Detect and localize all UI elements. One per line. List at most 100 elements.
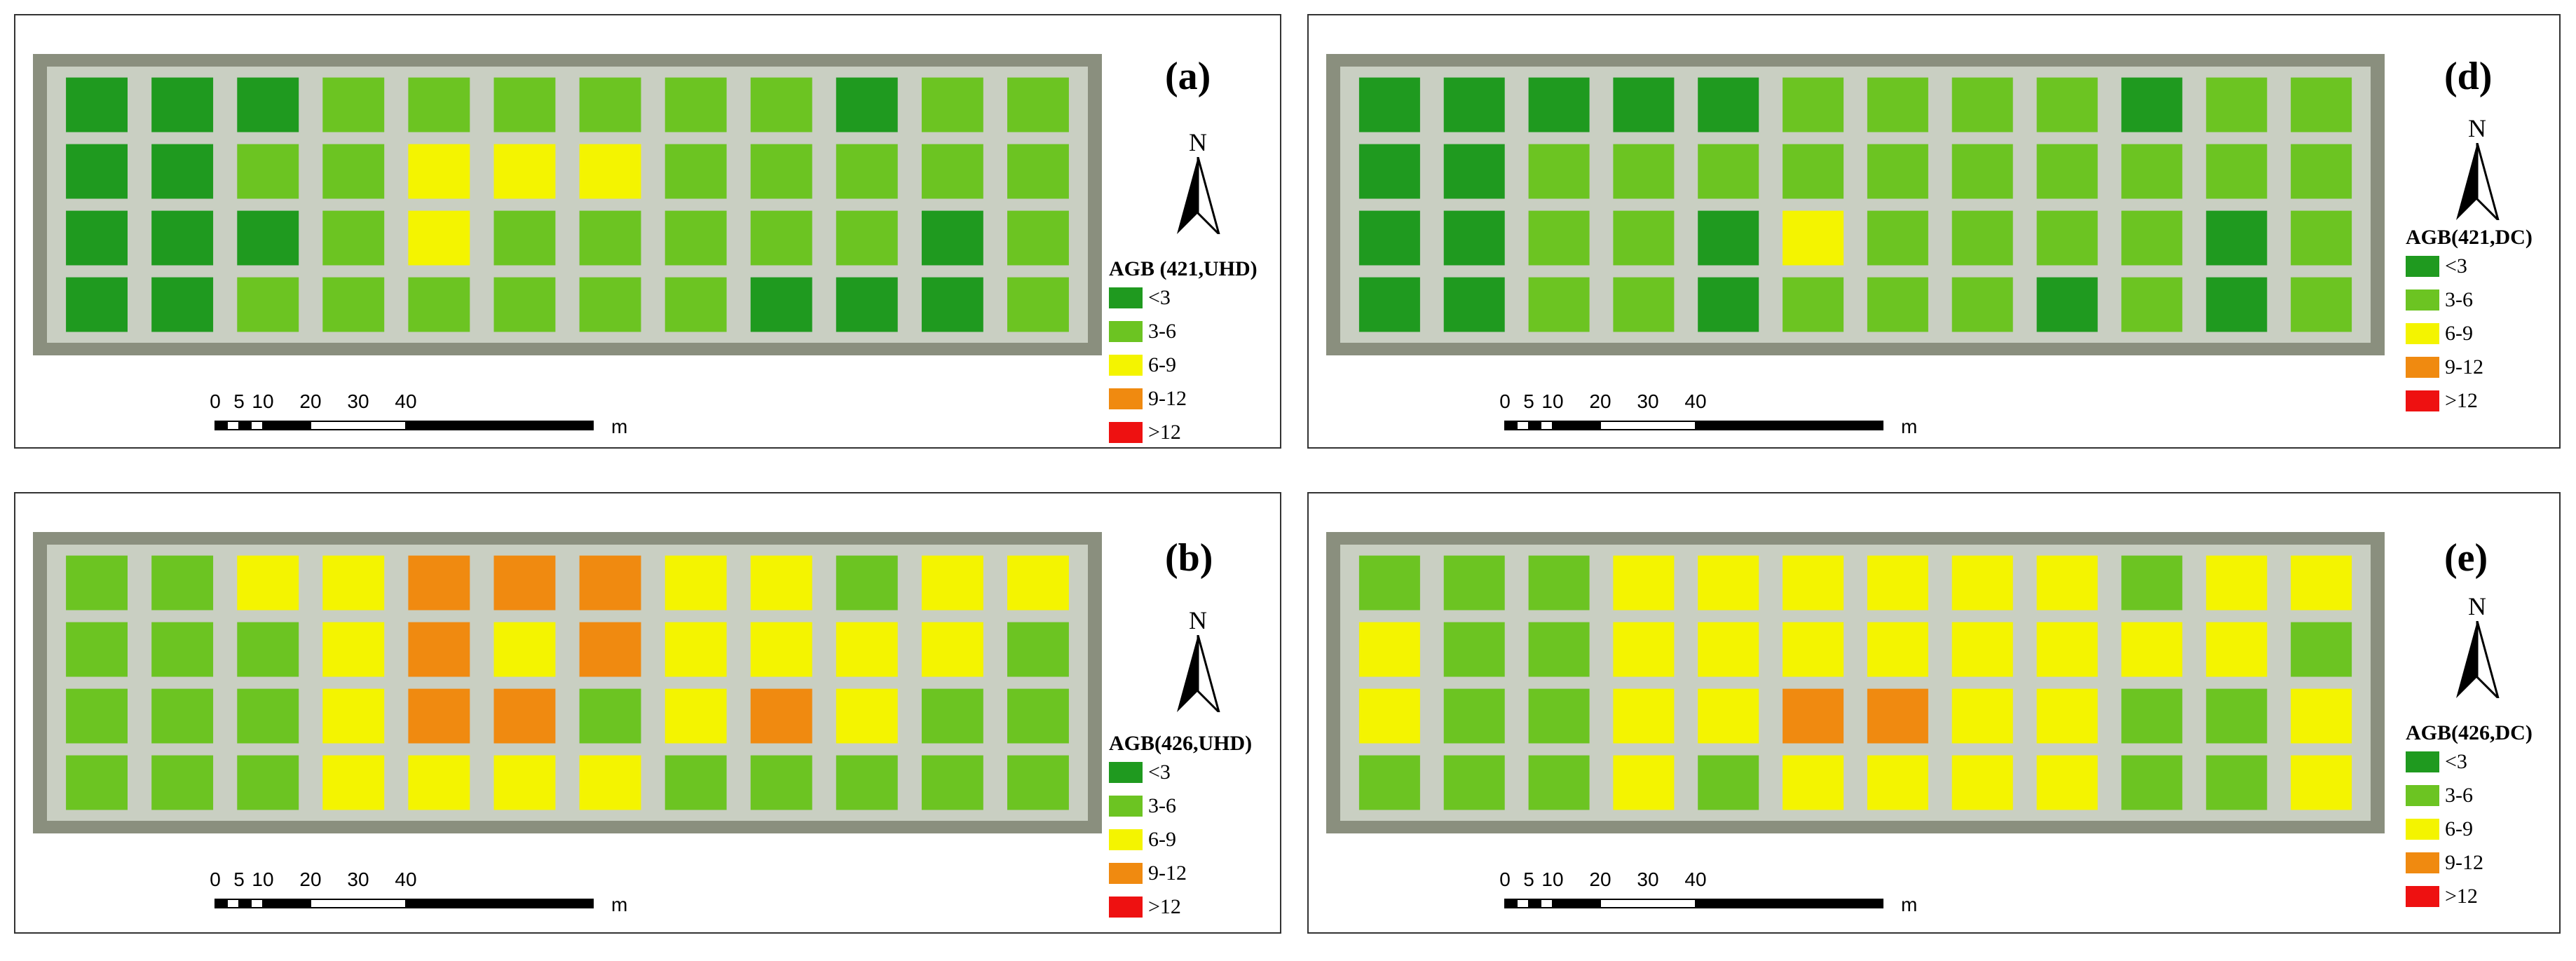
- scale-segment: [310, 421, 407, 430]
- scale-tick-label: 0: [210, 390, 221, 412]
- field-plot: [579, 277, 641, 332]
- field-plot: [408, 144, 470, 199]
- field-plot: [493, 144, 556, 199]
- scale-segment: [1695, 421, 1883, 430]
- legend-swatch: [2406, 256, 2439, 277]
- panel-label-b: (b): [1165, 536, 1213, 580]
- field-plot: [237, 277, 299, 332]
- field-plot: [750, 688, 812, 744]
- legend-label: <3: [2445, 750, 2467, 773]
- scale-segment: [214, 899, 228, 908]
- legend-e: AGB(426,DC) <3 3-6 6-9 9-12 >12: [2406, 721, 2533, 913]
- legend-swatch: [1109, 388, 1143, 409]
- field-plot: [2036, 755, 2098, 810]
- panel-label-a: (a): [1165, 55, 1211, 98]
- legend-label: 6-9: [1148, 353, 1176, 376]
- scale-segment: [226, 421, 240, 430]
- field-alleys: [47, 67, 1088, 343]
- scale-segment: [405, 899, 594, 908]
- legend-label: 3-6: [1148, 320, 1176, 343]
- north-arrow-icon: [1177, 635, 1220, 712]
- legend-swatch: [1109, 829, 1143, 850]
- field-plot: [1613, 688, 1675, 744]
- field-plot: [579, 622, 641, 677]
- scale-tick-label: 30: [1637, 390, 1659, 412]
- scale-bar-graphic: [1504, 421, 1883, 430]
- legend-title: AGB(421,DC): [2406, 226, 2533, 249]
- field-plot: [2121, 755, 2183, 810]
- legend-label: 3-6: [2445, 784, 2473, 807]
- field-plot: [2206, 210, 2268, 266]
- scale-tick-label: 40: [395, 390, 417, 412]
- field-plot: [2291, 210, 2352, 266]
- field-plot: [1783, 555, 1844, 611]
- panel-d: (d) N AGB(421,DC) <3 3-6 6-9 9-12 >12 0 5 10 20…: [1307, 14, 2561, 449]
- field-plot: [579, 688, 641, 744]
- field-plot: [2291, 144, 2352, 199]
- field-plot: [2036, 77, 2098, 132]
- field-plot: [1698, 277, 1759, 332]
- field-plot: [2121, 77, 2183, 132]
- legend-swatch: [1109, 321, 1143, 342]
- scale-tick-label: 20: [299, 868, 322, 890]
- field-plot: [2291, 622, 2352, 677]
- field-plot: [66, 77, 128, 132]
- legend-swatch: [1109, 355, 1143, 376]
- field-plot: [1698, 622, 1759, 677]
- field-plot: [322, 622, 385, 677]
- scale-segment: [262, 899, 311, 908]
- scale-segment: [1540, 421, 1553, 430]
- field-plot: [151, 210, 214, 266]
- scale-tick-label: 10: [1541, 390, 1564, 412]
- legend-swatch: [2406, 390, 2439, 411]
- panel-e: (e) N AGB(426,DC) <3 3-6 6-9 9-12 >12 0 5 10 20…: [1307, 492, 2561, 934]
- field-plot: [1358, 277, 1420, 332]
- legend-title: AGB(426,DC): [2406, 721, 2533, 744]
- agb-map-b: [33, 532, 1102, 833]
- legend-label: 3-6: [2445, 288, 2473, 311]
- legend-title: AGB(426,UHD): [1109, 732, 1253, 755]
- field-plot: [2036, 144, 2098, 199]
- scale-tick-label: 5: [1523, 390, 1534, 412]
- field-plot: [66, 555, 128, 611]
- field-plot: [1698, 555, 1759, 611]
- scale-segment: [238, 899, 252, 908]
- legend-label: 6-9: [2445, 322, 2473, 345]
- field-plot: [2121, 277, 2183, 332]
- field-plot: [66, 622, 128, 677]
- field-plot: [921, 555, 983, 611]
- scale-tick-label: 10: [252, 390, 274, 412]
- scale-tick-label: 5: [233, 868, 245, 890]
- field-plot: [1007, 555, 1069, 611]
- field-plot: [2121, 555, 2183, 611]
- field-plot: [1528, 755, 1590, 810]
- field-plot: [665, 210, 727, 266]
- legend-label: 9-12: [1148, 387, 1187, 410]
- scale-tick-label: 0: [1499, 390, 1511, 412]
- field-plot: [408, 210, 470, 266]
- field-plot: [1528, 77, 1590, 132]
- scale-tick-label: 20: [299, 390, 322, 412]
- field-plot: [579, 144, 641, 199]
- field-plot: [665, 688, 727, 744]
- legend-swatch: [2406, 751, 2439, 772]
- field-plot: [921, 144, 983, 199]
- field-plot: [2036, 277, 2098, 332]
- scale-tick-label: 20: [1589, 390, 1611, 412]
- field-plot: [1783, 277, 1844, 332]
- field-plot: [2036, 622, 2098, 677]
- scale-tick-label: 5: [1523, 868, 1534, 890]
- legend-item: 6-9: [2406, 812, 2533, 846]
- north-arrow-icon: [1177, 157, 1220, 234]
- field-plot: [237, 622, 299, 677]
- legend-label: >12: [1148, 895, 1181, 918]
- field-plot: [1867, 688, 1928, 744]
- field-plot: [750, 210, 812, 266]
- field-plot: [1613, 210, 1675, 266]
- scale-bar-d: 0 5 10 20 30 40 m: [1491, 390, 1917, 447]
- legend-swatch: [2406, 852, 2439, 873]
- field-plot: [237, 144, 299, 199]
- scale-tick-label: 40: [1684, 868, 1707, 890]
- agb-map-a: [33, 54, 1102, 355]
- field-plot: [2206, 77, 2268, 132]
